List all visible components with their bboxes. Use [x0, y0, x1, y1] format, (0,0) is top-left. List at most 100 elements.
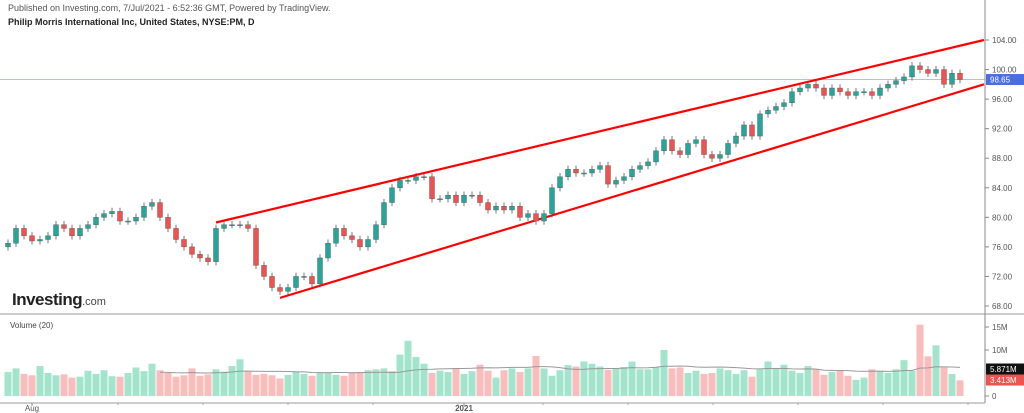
- volume-bar: [84, 370, 92, 396]
- candle-body: [261, 265, 267, 277]
- candle-body: [621, 176, 627, 181]
- volume-bar: [444, 372, 452, 396]
- volume-bar: [36, 366, 44, 396]
- candle-body: [69, 228, 75, 237]
- volume-bar: [412, 356, 420, 396]
- candle-body: [109, 211, 115, 214]
- volume-bar: [516, 372, 524, 396]
- candle-body: [877, 87, 883, 96]
- volume-bar: [860, 377, 868, 396]
- candle-body: [845, 91, 851, 96]
- candle-body: [613, 180, 619, 185]
- volume-bar: [300, 373, 308, 396]
- y-tick-label: 88.00: [992, 154, 1013, 163]
- volume-bar: [548, 375, 556, 396]
- candle-body: [853, 91, 859, 96]
- last-price-label: 98.65: [990, 76, 1011, 85]
- volume-bar: [684, 373, 692, 396]
- candle-body: [293, 276, 299, 288]
- candle-body: [629, 169, 635, 177]
- volume-bar: [404, 340, 412, 396]
- candle-body: [669, 139, 675, 152]
- volume-bar: [748, 376, 756, 396]
- volume-bar: [52, 375, 60, 396]
- candle-body: [549, 187, 555, 214]
- volume-bar: [364, 370, 372, 396]
- candle-body: [581, 172, 587, 175]
- volume-bar: [228, 366, 236, 396]
- volume-bar: [476, 364, 484, 396]
- volume-bar: [236, 359, 244, 396]
- candle-body: [837, 87, 843, 92]
- volume-tick-label: 10M: [992, 346, 1008, 355]
- candle-body: [389, 187, 395, 203]
- volume-bar: [420, 363, 428, 396]
- candle-body: [917, 65, 923, 70]
- volume-bar: [116, 376, 124, 396]
- volume-bar: [588, 363, 596, 396]
- last-volume-badge: [986, 374, 1024, 386]
- candle-body: [29, 235, 35, 242]
- candle-body: [957, 73, 963, 80]
- candle-body: [605, 165, 611, 185]
- volume-bar: [788, 370, 796, 396]
- candle-body: [445, 194, 451, 200]
- volume-bar: [204, 374, 212, 396]
- volume-bar: [460, 373, 468, 396]
- y-tick-label: 104.00: [992, 36, 1017, 45]
- y-tick-label: 96.00: [992, 95, 1013, 104]
- volume-bar: [316, 373, 324, 396]
- volume-bar: [908, 370, 916, 396]
- volume-bar: [492, 377, 500, 396]
- volume-bar: [708, 373, 716, 396]
- candle-body: [597, 165, 603, 170]
- candle-body: [61, 224, 67, 229]
- candle-body: [125, 220, 131, 223]
- volume-bar: [500, 370, 508, 396]
- volume-bar: [604, 369, 612, 396]
- y-tick-label: 80.00: [992, 213, 1013, 222]
- volume-bar: [884, 373, 892, 396]
- volume-bar: [948, 373, 956, 396]
- candle-body: [133, 217, 139, 222]
- candle-body: [197, 254, 203, 259]
- volume-ma-label: 5.871M: [990, 365, 1017, 374]
- last-volume-label: 3.413M: [990, 376, 1017, 385]
- volume-bar: [468, 371, 476, 396]
- candle-body: [357, 239, 363, 248]
- candle-body: [885, 84, 891, 89]
- volume-bar: [340, 375, 348, 396]
- volume-bar: [508, 368, 516, 396]
- volume-bar: [868, 369, 876, 396]
- volume-bar: [76, 376, 84, 396]
- volume-bar: [732, 373, 740, 396]
- volume-bar: [284, 374, 292, 396]
- volume-bar: [332, 374, 340, 396]
- candle-body: [645, 161, 651, 166]
- candle-body: [573, 169, 579, 174]
- volume-bar: [700, 373, 708, 396]
- symbol-title: Philip Morris International Inc, United …: [8, 17, 255, 27]
- volume-bar: [380, 368, 388, 396]
- volume-bar: [308, 375, 316, 396]
- candle-body: [373, 224, 379, 240]
- volume-bar: [276, 378, 284, 396]
- candle-body: [725, 143, 731, 155]
- candle-body: [773, 106, 779, 111]
- volume-bar: [668, 368, 676, 396]
- volume-bar: [540, 368, 548, 396]
- volume-bar: [556, 370, 564, 396]
- candle-body: [245, 224, 251, 229]
- volume-bar: [580, 361, 588, 396]
- volume-bar: [660, 350, 668, 396]
- candle-body: [309, 276, 315, 285]
- candle-body: [949, 73, 955, 85]
- candle-body: [45, 235, 51, 240]
- volume-bar: [716, 368, 724, 396]
- volume-bar: [764, 361, 772, 396]
- candle-body: [253, 228, 259, 266]
- candle-body: [797, 87, 803, 92]
- volume-bar: [644, 369, 652, 396]
- candle-body: [533, 213, 539, 222]
